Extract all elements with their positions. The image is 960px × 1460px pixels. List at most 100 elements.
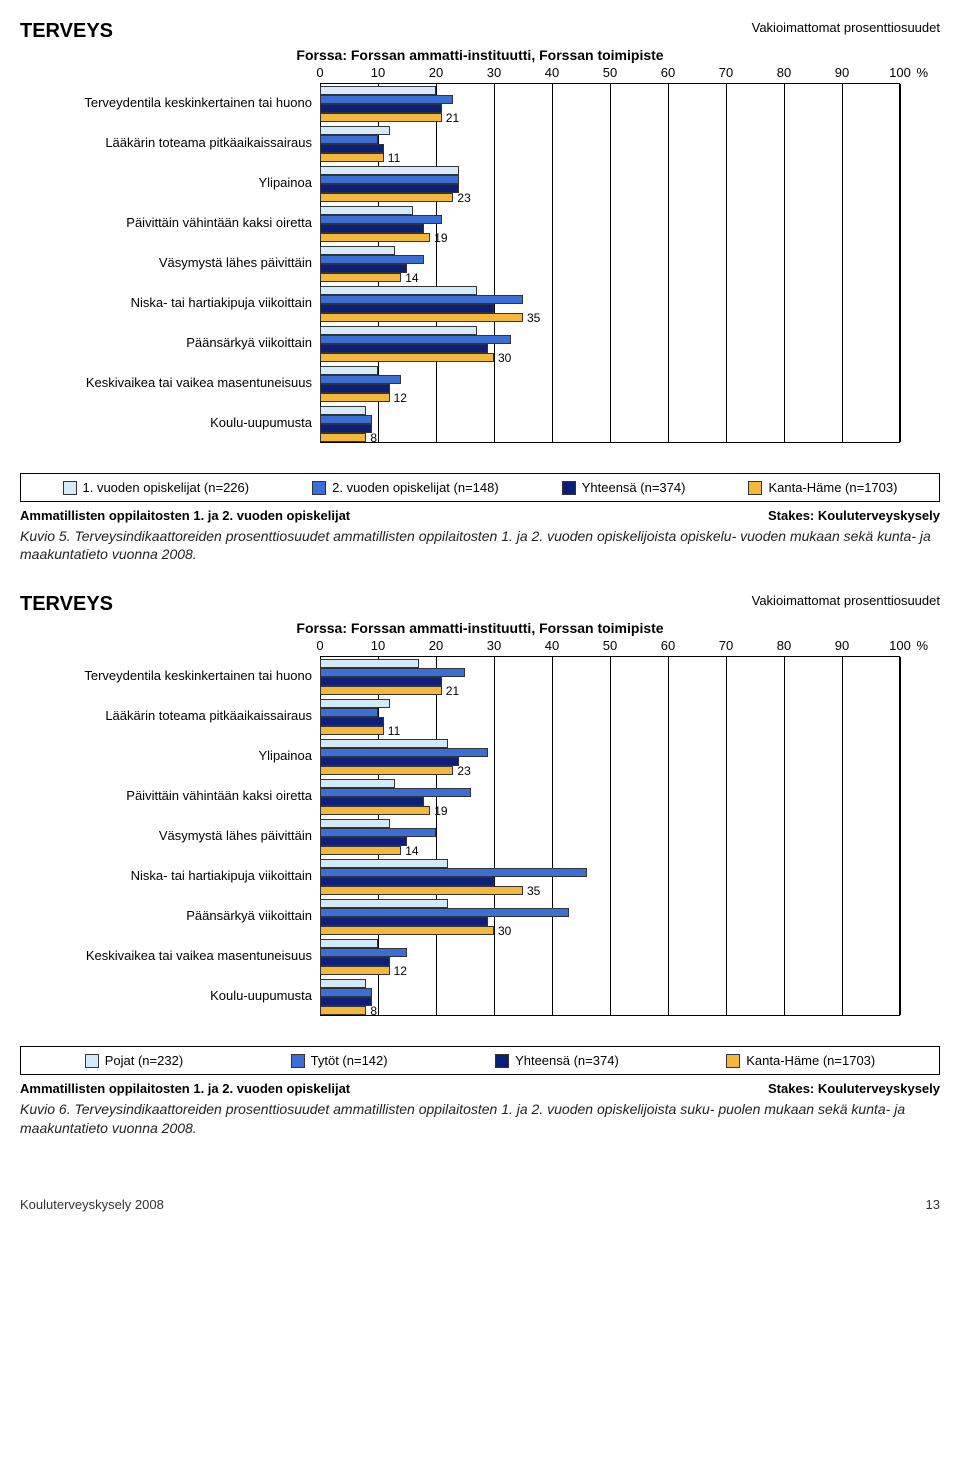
labels-column: Terveydentila keskinkertainen tai huonoL…: [20, 656, 320, 1016]
category-label: Päänsärkyä viikoittain: [20, 323, 320, 363]
bar: [320, 868, 587, 877]
legend-item: 2. vuoden opiskelijat (n=148): [312, 480, 499, 495]
axis-tick: 100: [889, 65, 911, 80]
bar: [320, 95, 453, 104]
plot-area: 21112319143530128: [320, 83, 900, 443]
bar: [320, 326, 477, 335]
bar-value-label: 19: [434, 231, 447, 245]
legend-label: Kanta-Häme (n=1703): [768, 480, 897, 495]
bar-value-label: 8: [370, 431, 377, 445]
category-row: 14: [320, 817, 899, 857]
bar-value-label: 11: [388, 151, 400, 165]
bar: [320, 819, 390, 828]
legend-label: Kanta-Häme (n=1703): [746, 1053, 875, 1068]
bar: [320, 677, 442, 686]
category-row: 23: [320, 164, 899, 204]
bar: [320, 748, 488, 757]
bar: [320, 779, 395, 788]
axis-tick: 0: [316, 65, 323, 80]
bar: [320, 966, 390, 975]
chart-body: Terveydentila keskinkertainen tai huonoL…: [20, 83, 940, 443]
plot-column: 21112319143530128: [320, 656, 940, 1016]
footer-right: 13: [926, 1197, 940, 1212]
bar: [320, 433, 366, 442]
legend-swatch: [748, 481, 762, 495]
bar: [320, 699, 390, 708]
chart-footer: Ammatillisten oppilaitosten 1. ja 2. vuo…: [20, 508, 940, 523]
bar: [320, 917, 488, 926]
page-footer: Kouluterveyskysely 2008 13: [20, 1197, 940, 1212]
bar: [320, 797, 424, 806]
category-label: Lääkärin toteama pitkäaikaissairaus: [20, 696, 320, 736]
bar: [320, 166, 459, 175]
bar: [320, 295, 523, 304]
axis-tick: 50: [603, 65, 617, 80]
bar: [320, 739, 448, 748]
category-label: Koulu-uupumusta: [20, 976, 320, 1016]
bar-value-label: 12: [394, 964, 407, 978]
bar: [320, 366, 378, 375]
chart-subtitle: Forssa: Forssan ammatti-instituutti, For…: [20, 620, 940, 636]
chart-title: TERVEYS: [20, 593, 113, 616]
bar-value-label: 21: [446, 684, 459, 698]
bar: [320, 86, 436, 95]
category-label: Väsymystä lähes päivittäin: [20, 243, 320, 283]
category-row: 8: [320, 977, 899, 1017]
bar: [320, 757, 459, 766]
bar: [320, 126, 390, 135]
axis-tick: 20: [429, 65, 443, 80]
legend-label: Pojat (n=232): [105, 1053, 183, 1068]
bar-value-label: 30: [498, 924, 511, 938]
bar: [320, 717, 384, 726]
plot-column: 21112319143530128: [320, 83, 940, 443]
bar: [320, 304, 494, 313]
chart-block: TERVEYSVakioimattomat prosenttiosuudet Fo…: [20, 593, 940, 1136]
bar: [320, 384, 390, 393]
chart-subtitle: Forssa: Forssan ammatti-instituutti, For…: [20, 47, 940, 63]
category-row: 21: [320, 84, 899, 124]
bar: [320, 957, 390, 966]
legend-swatch: [291, 1054, 305, 1068]
bar-value-label: 11: [388, 724, 400, 738]
bar: [320, 175, 459, 184]
category-label: Keskivaikea tai vaikea masentuneisuus: [20, 363, 320, 403]
chart-footer-left: Ammatillisten oppilaitosten 1. ja 2. vuo…: [20, 508, 350, 523]
bar: [320, 806, 430, 815]
axis-tick: 80: [777, 65, 791, 80]
chart-header: TERVEYSVakioimattomat prosenttiosuudet: [20, 593, 940, 616]
category-label: Terveydentila keskinkertainen tai huono: [20, 656, 320, 696]
chart-footer-left: Ammatillisten oppilaitosten 1. ja 2. vuo…: [20, 1081, 350, 1096]
axis-tick: 40: [545, 638, 559, 653]
bar: [320, 686, 442, 695]
bar: [320, 837, 407, 846]
category-row: 35: [320, 857, 899, 897]
category-row: 14: [320, 244, 899, 284]
bar-value-label: 12: [394, 391, 407, 405]
bar: [320, 788, 471, 797]
legend: 1. vuoden opiskelijat (n=226)2. vuoden o…: [20, 473, 940, 502]
category-row: 12: [320, 937, 899, 977]
bar: [320, 153, 384, 162]
legend-label: Tytöt (n=142): [311, 1053, 388, 1068]
bar: [320, 668, 465, 677]
category-label: Väsymystä lähes päivittäin: [20, 816, 320, 856]
bar: [320, 246, 395, 255]
bar: [320, 939, 378, 948]
axis-tick: 50: [603, 638, 617, 653]
bar: [320, 726, 384, 735]
legend-swatch: [726, 1054, 740, 1068]
x-axis: 0102030405060708090100%: [320, 65, 900, 83]
bar: [320, 215, 442, 224]
bar: [320, 877, 494, 886]
axis-tick: 80: [777, 638, 791, 653]
bar: [320, 886, 523, 895]
bar: [320, 193, 453, 202]
chart-caption: Kuvio 6. Terveysindikaattoreiden prosent…: [20, 1100, 940, 1136]
legend-swatch: [312, 481, 326, 495]
bar: [320, 393, 390, 402]
chart-footer-right: Stakes: Kouluterveyskysely: [768, 1081, 940, 1096]
chart-footer-right: Stakes: Kouluterveyskysely: [768, 508, 940, 523]
legend-item: Yhteensä (n=374): [562, 480, 686, 495]
bar: [320, 859, 448, 868]
bar: [320, 1006, 366, 1015]
